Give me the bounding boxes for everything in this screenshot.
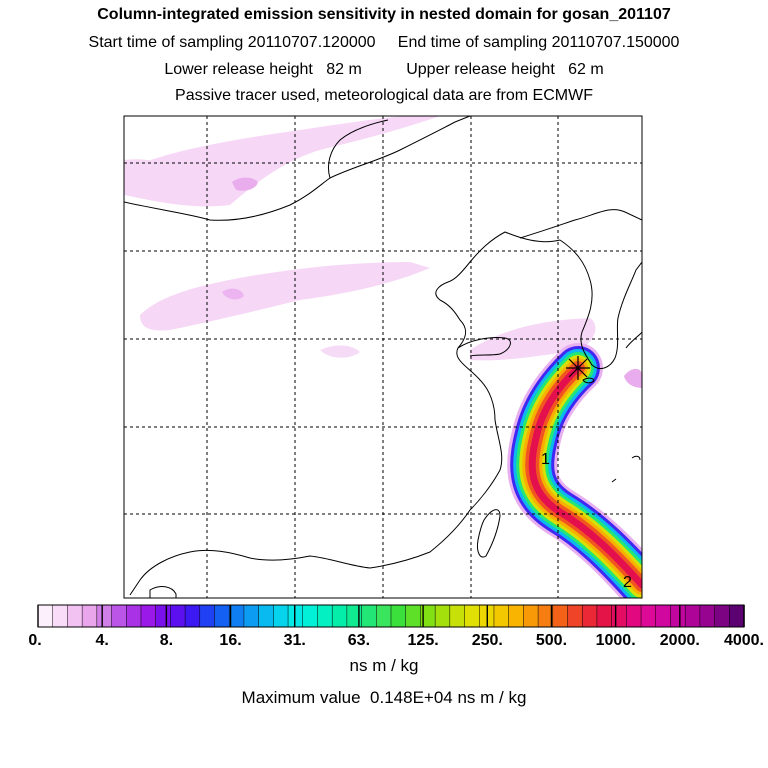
colorbar-tick-label: 1000. xyxy=(596,632,636,649)
colorbar-cell xyxy=(273,604,289,628)
colorbar-cell xyxy=(596,604,613,628)
colorbar-cell xyxy=(287,604,304,628)
colorbar-cell xyxy=(331,604,348,628)
patch-northwest-band xyxy=(124,116,440,207)
tracer-info-line: Passive tracer used, meteorological data… xyxy=(175,87,593,104)
colorbar-cell xyxy=(184,604,201,628)
colorbar-cell xyxy=(155,604,172,628)
colorbar-cell xyxy=(214,604,230,628)
colorbar-cell xyxy=(493,604,510,628)
colorbar-cell xyxy=(140,604,157,628)
coast-manchuria xyxy=(519,209,642,239)
coast-north xyxy=(124,116,471,221)
patch-west-core xyxy=(222,288,244,300)
colorbar-tick-label: 8. xyxy=(160,632,173,649)
colorbar-cell xyxy=(199,604,216,628)
coast-mainland xyxy=(129,231,561,596)
colorbar xyxy=(37,604,745,628)
patch-west-band xyxy=(140,262,430,331)
colorbar-cell xyxy=(626,604,642,628)
plume-label-1: 1 xyxy=(541,451,550,468)
colorbar-cell xyxy=(655,604,672,628)
colorbar-cell xyxy=(390,604,407,628)
colorbar-cell xyxy=(640,604,657,628)
release-height-line: Lower release height 82 m Upper release … xyxy=(164,61,604,78)
coast-inner-north xyxy=(327,119,389,179)
maximum-value-label: Maximum value 0.148E+04 ns m / kg xyxy=(241,688,527,707)
colorbar-tick-label: 0. xyxy=(28,632,41,649)
colorbar-tick-label: 250. xyxy=(472,632,503,649)
colorbar-cell xyxy=(670,604,686,628)
colorbar-cell xyxy=(464,604,480,628)
colorbar-cell xyxy=(67,604,83,628)
colorbar-cell xyxy=(405,604,422,628)
colorbar-cell xyxy=(508,604,525,628)
colorbar-cell xyxy=(302,604,319,628)
coastlines xyxy=(124,116,642,598)
colorbar-cell xyxy=(346,604,363,628)
map-frame xyxy=(123,115,643,599)
colorbar-tick-label: 31. xyxy=(284,632,306,649)
plume-level-8 xyxy=(528,364,642,589)
island-jeju xyxy=(582,377,595,384)
colorbar-tick-label: 2000. xyxy=(660,632,700,649)
colorbar-cell xyxy=(361,604,377,628)
island-taiwan xyxy=(477,509,501,558)
colorbar-cell xyxy=(611,604,627,628)
map-grid xyxy=(124,116,642,598)
colorbar-tick-label: 4000. xyxy=(724,632,764,649)
patch-center xyxy=(320,345,360,358)
colorbar-cell xyxy=(684,604,701,628)
colorbar-cell xyxy=(52,604,69,628)
colorbar-cell xyxy=(552,604,569,628)
receptor-marker-icon xyxy=(566,356,590,380)
colorbar-cell xyxy=(376,604,392,628)
plume-label-2: 2 xyxy=(623,574,632,591)
colorbar-unit-label: ns m / kg xyxy=(349,656,419,675)
colorbar-cell xyxy=(37,604,54,628)
coast-korea xyxy=(559,239,642,369)
patch-northwest-core xyxy=(232,177,258,191)
colorbar-cell xyxy=(714,604,730,628)
colorbar-cell xyxy=(434,604,451,628)
colorbar-tick-label: 500. xyxy=(536,632,567,649)
emission-plume xyxy=(507,343,642,598)
patch-upper-left xyxy=(124,159,170,178)
colorbar-cell xyxy=(523,604,539,628)
colorbar-cell xyxy=(258,604,274,628)
colorbar-cell xyxy=(317,604,333,628)
colorbar-cell xyxy=(170,604,186,628)
colorbar-cell xyxy=(81,604,98,628)
colorbar-cell xyxy=(126,604,142,628)
colorbar-cell xyxy=(699,604,716,628)
colorbar-cell xyxy=(111,604,127,628)
colorbar-tick-label: 4. xyxy=(96,632,109,649)
colorbar-tick-label: 63. xyxy=(348,632,370,649)
island-ryukyu xyxy=(611,455,641,483)
colorbar-tick-label: 125. xyxy=(408,632,439,649)
colorbar-cell xyxy=(567,604,583,628)
coast-japan xyxy=(625,331,642,349)
colorbar-cell xyxy=(729,604,745,628)
island-hainan-area xyxy=(149,586,177,598)
colorbar-cell xyxy=(449,604,466,628)
patch-japan xyxy=(624,368,642,388)
colorbar-ticks: 0. 4. 8. 16. 31. 63. 125. 250. 500. 1000. 2000. 400… xyxy=(28,605,764,649)
sampling-time-line: Start time of sampling 20110707.120000 E… xyxy=(88,34,680,51)
colorbar-cell xyxy=(96,604,113,628)
plot-title: Column-integrated emission sensitivity i… xyxy=(97,6,671,23)
colorbar-tick-label: 16. xyxy=(219,632,241,649)
colorbar-cell xyxy=(228,604,245,628)
colorbar-cell xyxy=(243,604,260,628)
colorbar-cell xyxy=(581,604,598,628)
